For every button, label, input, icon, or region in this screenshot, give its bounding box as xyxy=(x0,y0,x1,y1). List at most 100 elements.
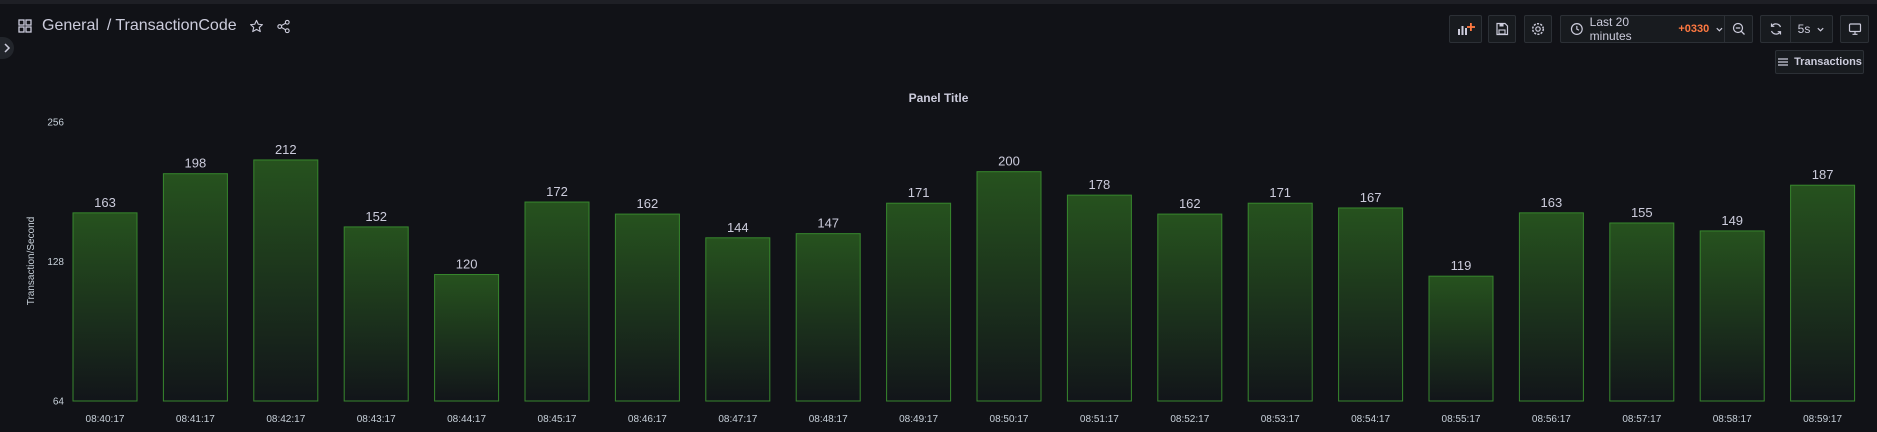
bar-value-label: 162 xyxy=(1179,196,1201,211)
annotations-toggle-button[interactable]: Transactions xyxy=(1775,50,1864,74)
bar-08:45:17[interactable] xyxy=(524,201,590,402)
add-panel-button[interactable] xyxy=(1449,15,1482,43)
bar-08:46:17[interactable] xyxy=(614,213,680,402)
y-tick-label: 128 xyxy=(47,257,64,268)
chevron-down-icon xyxy=(1716,27,1723,32)
refresh-button[interactable] xyxy=(1760,15,1790,43)
save-dashboard-button[interactable] xyxy=(1488,15,1516,43)
panel-title[interactable]: Panel Title xyxy=(908,91,969,105)
bar-value-label: 178 xyxy=(1089,177,1111,192)
x-tick-label: 08:55:17 xyxy=(1442,414,1481,425)
bar-08:50:17[interactable] xyxy=(976,171,1042,402)
refresh-interval-picker[interactable]: 5s xyxy=(1790,15,1833,43)
x-tick-label: 08:58:17 xyxy=(1713,414,1752,425)
y-tick-label: 256 xyxy=(47,118,64,129)
y-tick-label: 64 xyxy=(53,397,65,408)
bar-value-label: 167 xyxy=(1360,190,1382,205)
bar-value-label: 162 xyxy=(637,196,659,211)
bar-value-label: 171 xyxy=(908,185,930,200)
chevron-down-icon xyxy=(1817,27,1824,32)
add-panel-icon xyxy=(1457,23,1475,35)
bar-08:44:17[interactable] xyxy=(434,273,500,402)
bar-value-label: 120 xyxy=(456,256,478,271)
x-tick-label: 08:40:17 xyxy=(86,414,125,425)
x-tick-label: 08:47:17 xyxy=(718,414,757,425)
annotations-toggle-label: Transactions xyxy=(1794,56,1862,68)
zoom-out-icon xyxy=(1732,22,1745,35)
bar-value-label: 119 xyxy=(1451,258,1472,273)
x-tick-label: 08:43:17 xyxy=(357,414,396,425)
bar-value-label: 172 xyxy=(546,184,568,199)
bar-value-label: 187 xyxy=(1812,167,1834,182)
x-tick-label: 08:46:17 xyxy=(628,414,667,425)
x-tick-label: 08:48:17 xyxy=(809,414,848,425)
bar-value-label: 144 xyxy=(727,220,749,235)
dashboard-grid-icon xyxy=(18,19,32,33)
bar-chart: Transaction/Second 64 128 256 163 198 212 152… xyxy=(26,118,1856,425)
top-border xyxy=(0,0,1877,4)
bar-08:56:17[interactable] xyxy=(1518,212,1584,402)
x-tick-label: 08:56:17 xyxy=(1532,414,1571,425)
bar-08:41:17[interactable] xyxy=(162,173,228,402)
breadcrumb: General / TransactionCode xyxy=(18,16,291,36)
bar-08:58:17[interactable] xyxy=(1699,230,1765,402)
bar-08:43:17[interactable] xyxy=(343,226,409,402)
x-tick-label: 08:59:17 xyxy=(1803,414,1842,425)
bar-08:47:17[interactable] xyxy=(705,237,771,402)
bar-value-label: 163 xyxy=(1541,195,1563,210)
time-range-label: Last 20 minutes xyxy=(1589,15,1632,43)
timezone-label: +0330 xyxy=(1678,23,1710,35)
bar-08:54:17[interactable] xyxy=(1338,207,1404,402)
x-tick-label: 08:54:17 xyxy=(1351,414,1390,425)
bar-08:49:17[interactable] xyxy=(886,202,952,402)
bar-08:59:17[interactable] xyxy=(1790,184,1856,402)
refresh-icon xyxy=(1770,23,1781,35)
x-tick-label: 08:49:17 xyxy=(899,414,938,425)
bar-value-label: 155 xyxy=(1631,205,1653,220)
chevron-right-icon xyxy=(4,43,11,53)
bar-08:52:17[interactable] xyxy=(1157,213,1223,402)
bar-value-label: 147 xyxy=(817,216,839,231)
x-tick-label: 08:53:17 xyxy=(1261,414,1300,425)
bar-08:40:17[interactable] xyxy=(72,212,138,402)
bar-08:57:17[interactable] xyxy=(1609,222,1675,402)
menu-lines-icon xyxy=(1778,58,1789,66)
dashboard-settings-button[interactable] xyxy=(1524,15,1552,43)
x-tick-label: 08:42:17 xyxy=(266,414,305,425)
bar-value-label: 171 xyxy=(1269,185,1291,200)
zoom-out-button[interactable] xyxy=(1724,15,1753,43)
share-icon[interactable] xyxy=(276,19,291,34)
bar-value-label: 200 xyxy=(998,154,1020,169)
bar-08:51:17[interactable] xyxy=(1066,194,1132,402)
x-tick-label: 08:41:17 xyxy=(176,414,215,425)
save-icon xyxy=(1496,22,1509,36)
bar-value-label: 212 xyxy=(275,142,297,157)
x-tick-label: 08:51:17 xyxy=(1080,414,1119,425)
dashboard-navbar: General / TransactionCode xyxy=(0,4,1877,48)
x-tick-label: 08:52:17 xyxy=(1170,414,1209,425)
bar-value-label: 163 xyxy=(94,195,116,210)
star-icon[interactable] xyxy=(249,19,264,34)
x-tick-label: 08:57:17 xyxy=(1622,414,1661,425)
dashboard-title[interactable]: TransactionCode xyxy=(115,17,237,34)
bar-08:42:17[interactable] xyxy=(253,159,319,402)
bar-value-label: 152 xyxy=(365,209,387,224)
y-axis-label: Transaction/Second xyxy=(26,217,37,306)
settings-icon xyxy=(1531,22,1545,36)
x-tick-label: 08:50:17 xyxy=(990,414,1029,425)
x-tick-label: 08:45:17 xyxy=(538,414,577,425)
refresh-interval-label: 5s xyxy=(1797,22,1811,36)
tv-mode-icon xyxy=(1848,23,1861,35)
x-tick-label: 08:44:17 xyxy=(447,414,486,425)
sidebar-toggle-button[interactable] xyxy=(0,37,14,59)
bar-08:48:17[interactable] xyxy=(795,233,861,402)
time-range-picker[interactable]: Last 20 minutes +0330 xyxy=(1560,15,1724,43)
breadcrumb-separator: / xyxy=(106,17,112,34)
bar-value-label: 198 xyxy=(185,156,207,171)
clock-icon xyxy=(1570,23,1583,35)
bar-08:53:17[interactable] xyxy=(1247,202,1313,402)
bar-08:55:17[interactable] xyxy=(1428,275,1494,402)
tv-mode-button[interactable] xyxy=(1840,15,1869,43)
breadcrumb-folder-link[interactable]: General xyxy=(42,17,99,34)
bar-value-label: 149 xyxy=(1721,213,1743,228)
